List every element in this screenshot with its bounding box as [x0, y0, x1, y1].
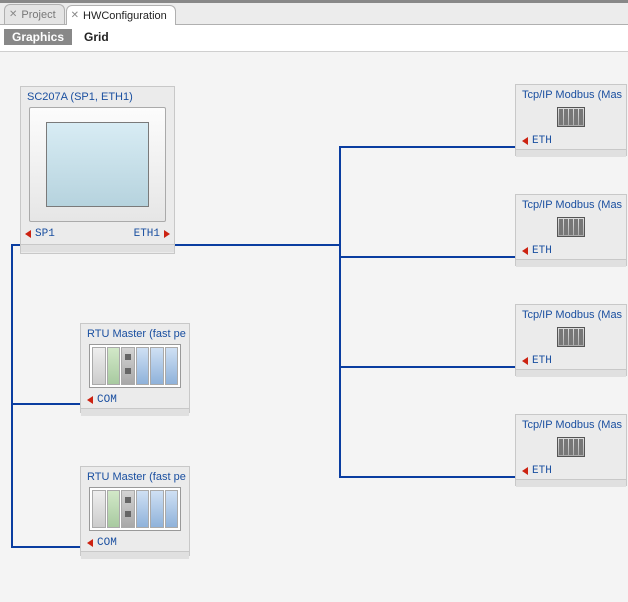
device-title: RTU Master (fast pe — [81, 324, 189, 342]
device-title: Tcp/IP Modbus (Mas — [516, 415, 626, 433]
port-arrow-icon — [25, 230, 31, 238]
device-icon — [557, 327, 585, 347]
port-arrow-icon — [87, 539, 93, 547]
port-arrow-icon — [522, 247, 528, 255]
port-arrow-icon — [522, 137, 528, 145]
device-hmi[interactable]: SC207A (SP1, ETH1) SP1 ETH1 — [20, 86, 175, 254]
device-title: RTU Master (fast pe — [81, 467, 189, 485]
device-icon — [557, 107, 585, 127]
device-modbus-tcp[interactable]: Tcp/IP Modbus (Mas ETH — [515, 84, 627, 156]
port-label: SP1 — [35, 228, 55, 240]
close-icon[interactable]: ✕ — [71, 10, 79, 21]
hwconfig-canvas[interactable]: SC207A (SP1, ETH1) SP1 ETH1 RTU Master (… — [0, 52, 628, 602]
tab-project[interactable]: ✕ Project — [4, 4, 65, 24]
port-label: ETH — [532, 245, 552, 257]
device-title: Tcp/IP Modbus (Mas — [516, 305, 626, 323]
port-label: COM — [97, 537, 117, 549]
port-label: COM — [97, 394, 117, 406]
device-modbus-tcp[interactable]: Tcp/IP Modbus (Mas ETH — [515, 304, 627, 376]
port-arrow-icon — [87, 396, 93, 404]
device-icon — [557, 437, 585, 457]
device-title: Tcp/IP Modbus (Mas — [516, 195, 626, 213]
port-arrow-icon — [164, 230, 170, 238]
close-icon[interactable]: ✕ — [9, 9, 17, 20]
device-rtu-master[interactable]: RTU Master (fast pe COM — [80, 466, 190, 556]
view-subtabs: Graphics Grid — [0, 25, 628, 52]
device-rtu-master[interactable]: RTU Master (fast pe COM — [80, 323, 190, 413]
port-label: ETH — [532, 135, 552, 147]
port-label: ETH1 — [134, 228, 160, 240]
tab-hwconfiguration[interactable]: ✕ HWConfiguration — [66, 5, 176, 25]
device-icon — [557, 217, 585, 237]
subtab-grid[interactable]: Grid — [76, 29, 117, 45]
device-modbus-tcp[interactable]: Tcp/IP Modbus (Mas ETH — [515, 414, 627, 486]
port-arrow-icon — [522, 357, 528, 365]
device-title: SC207A (SP1, ETH1) — [21, 87, 174, 105]
port-arrow-icon — [522, 467, 528, 475]
tab-label: Project — [21, 9, 55, 21]
tab-label: HWConfiguration — [83, 10, 167, 22]
module-rack-icon — [89, 487, 181, 531]
device-modbus-tcp[interactable]: Tcp/IP Modbus (Mas ETH — [515, 194, 627, 266]
port-label: ETH — [532, 465, 552, 477]
subtab-graphics[interactable]: Graphics — [4, 29, 72, 45]
editor-tabbar: ✕ Project ✕ HWConfiguration — [0, 3, 628, 25]
hmi-screen-icon — [29, 107, 166, 222]
device-title: Tcp/IP Modbus (Mas — [516, 85, 626, 103]
port-label: ETH — [532, 355, 552, 367]
module-rack-icon — [89, 344, 181, 388]
